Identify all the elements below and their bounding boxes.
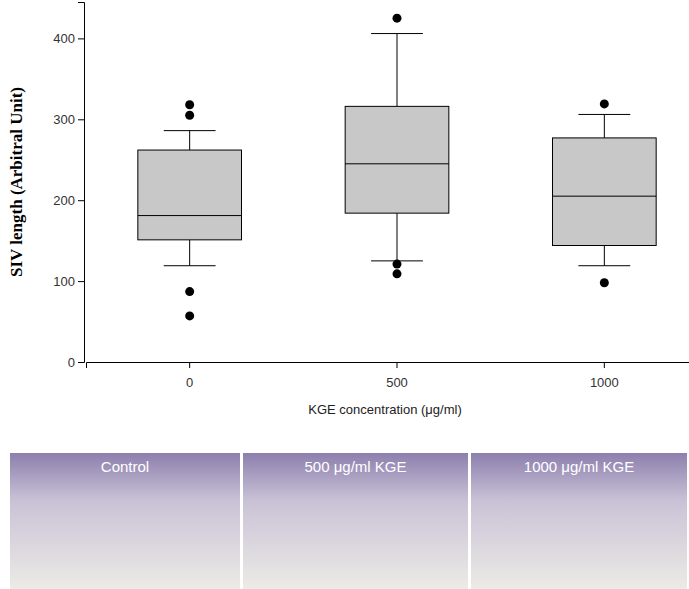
y-tick-label: 100	[53, 274, 75, 289]
photo-label: 500 μg/ml KGE	[304, 458, 406, 475]
upper-cap	[578, 114, 630, 115]
upper-whisker	[604, 114, 605, 137]
outlier	[600, 99, 609, 108]
upper-cap	[371, 33, 423, 34]
outlier	[393, 260, 402, 269]
y-tick: 100	[53, 274, 84, 289]
figure: 0 100 200 300 400 0 500 1000 SIV length (Arbitra…	[0, 0, 689, 589]
box-body	[345, 106, 449, 213]
box	[553, 99, 657, 287]
photo	[243, 453, 468, 589]
photo-label: Control	[101, 458, 149, 475]
plot-area	[138, 14, 656, 321]
lower-whisker	[189, 240, 190, 266]
y-tick-label: 400	[53, 31, 75, 46]
y-tick-mark	[78, 38, 84, 39]
outlier	[393, 14, 402, 23]
lower-whisker	[397, 213, 398, 261]
median-line	[138, 215, 242, 216]
x-tick-mark	[189, 362, 190, 368]
x-tick-mark	[397, 362, 398, 368]
photo-label: 1000 μg/ml KGE	[524, 458, 634, 475]
x-tick-label: 0	[186, 375, 193, 390]
box	[345, 14, 449, 279]
box	[138, 100, 242, 320]
x-axis: 0 500 1000	[87, 362, 689, 390]
y-tick-mark	[78, 200, 84, 201]
x-tick-label: 1000	[590, 375, 619, 390]
photo	[471, 453, 687, 589]
lower-whisker	[604, 246, 605, 266]
y-axis-title: SIV length (Arbitral Unit)	[7, 87, 26, 277]
y-tick-mark	[78, 281, 84, 282]
x-axis-line	[87, 363, 689, 369]
photo-panel: 500 μg/ml KGE	[243, 453, 468, 589]
y-tick-mark	[78, 362, 84, 363]
x-tick: 0	[186, 362, 193, 390]
outlier	[600, 278, 609, 287]
upper-whisker	[397, 34, 398, 107]
y-tick: 300	[53, 112, 84, 127]
outlier	[185, 287, 194, 296]
x-axis-title: KGE concentration (μg/ml)	[308, 402, 461, 417]
y-tick-label: 300	[53, 112, 75, 127]
median-line	[345, 163, 449, 164]
box-body	[138, 150, 242, 240]
photo-panel: 1000 μg/ml KGE	[471, 453, 687, 589]
y-axis-line	[78, 3, 85, 363]
upper-cap	[164, 130, 216, 131]
y-tick: 200	[53, 193, 84, 208]
lower-cap	[578, 265, 630, 266]
y-tick: 0	[68, 355, 84, 370]
y-tick-label: 0	[68, 355, 75, 370]
y-tick: 400	[53, 31, 84, 46]
median-line	[553, 196, 657, 197]
box-body	[553, 138, 657, 246]
y-tick-label: 200	[53, 193, 75, 208]
lower-cap	[164, 265, 216, 266]
photo	[10, 453, 240, 589]
y-tick-mark	[78, 119, 84, 120]
upper-whisker	[189, 131, 190, 150]
x-tick: 500	[386, 362, 408, 390]
x-tick-label: 500	[386, 375, 408, 390]
outlier	[393, 269, 402, 278]
outlier	[185, 311, 194, 320]
photo-panel: Control	[10, 453, 240, 589]
y-axis: 0 100 200 300 400	[53, 3, 84, 370]
x-tick-mark	[604, 362, 605, 368]
outlier	[185, 100, 194, 109]
x-tick: 1000	[590, 362, 619, 390]
outlier	[185, 111, 194, 120]
